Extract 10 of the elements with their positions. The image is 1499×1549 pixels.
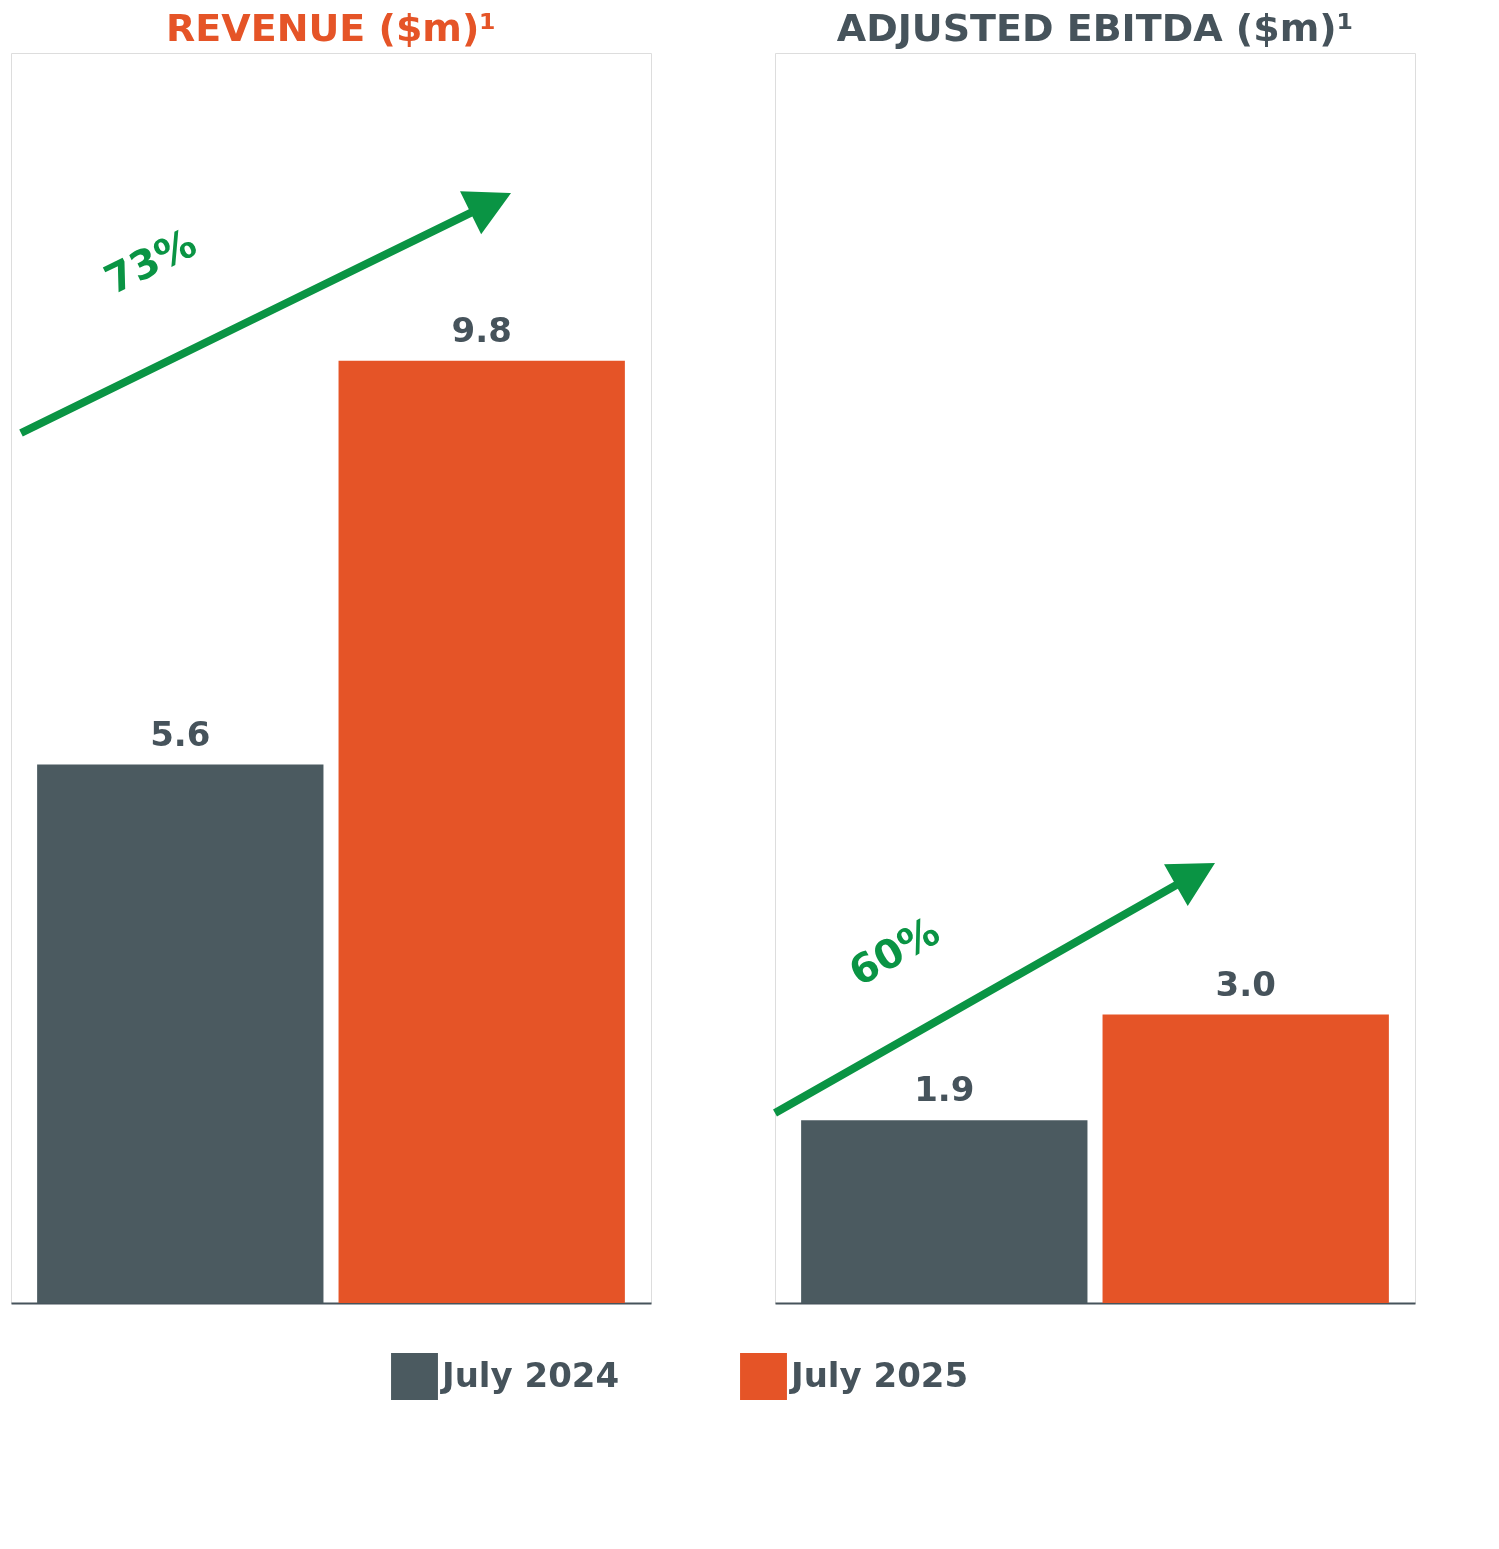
annotation: 73%	[97, 219, 204, 303]
data-label: 5.6	[150, 713, 211, 754]
data-label: 9.8	[451, 309, 512, 350]
legend-label: July 2024	[440, 1354, 620, 1395]
chart-title: ADJUSTED EBITDA ($m)¹	[836, 6, 1354, 50]
chart-title: REVENUE ($m)¹	[166, 6, 496, 50]
data-label: 3.0	[1215, 963, 1276, 1004]
annotation: 60%	[841, 907, 947, 995]
data-label: 1.9	[914, 1069, 975, 1110]
legend-label: July 2025	[789, 1354, 969, 1395]
